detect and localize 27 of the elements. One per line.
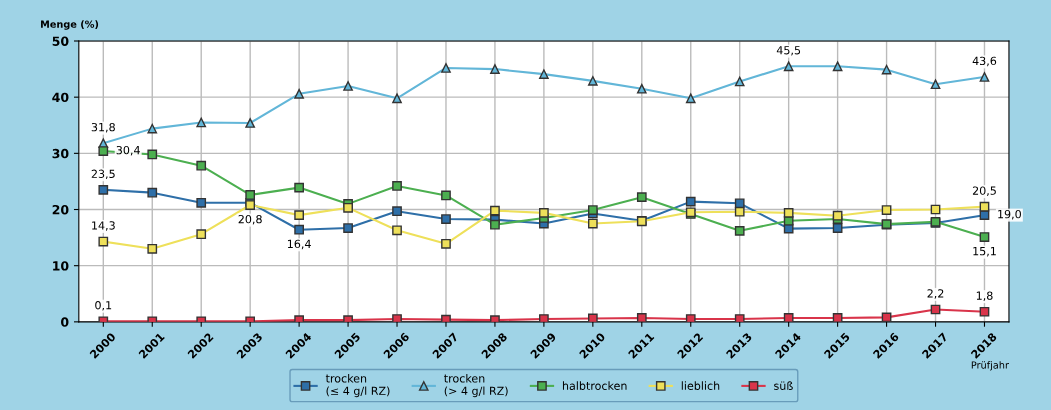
data-label: 0,1 <box>95 301 112 311</box>
legend-label: halbtrocken <box>562 381 627 390</box>
data-label: 45,5 <box>776 46 801 56</box>
y-tick-label: 40 <box>52 92 69 103</box>
legend-label: trocken (≤ 4 g/l RZ) <box>325 373 390 398</box>
legend-label: süß <box>774 381 793 390</box>
y-tick-label: 30 <box>52 148 69 159</box>
y-tick-label: 50 <box>52 36 69 46</box>
data-label: 2,2 <box>927 289 944 299</box>
data-label: 31,8 <box>91 122 115 133</box>
data-label: 19,0 <box>998 209 1021 220</box>
data-label: 1,8 <box>976 291 993 301</box>
data-label: 14,3 <box>92 221 115 231</box>
data-label: 16,4 <box>287 239 311 250</box>
data-label: 30,4 <box>116 145 140 156</box>
x-axis-title: Prüfjahr <box>971 361 1009 371</box>
data-label: 20,8 <box>238 214 262 225</box>
y-tick-label: 0 <box>61 317 69 327</box>
y-tick-label: 10 <box>53 261 69 271</box>
legend-label: lieblich <box>681 381 720 390</box>
data-label: 15,1 <box>973 247 996 257</box>
legend-label: trocken (> 4 g/l RZ) <box>444 373 508 398</box>
data-label: 20,5 <box>972 186 996 196</box>
y-tick-label: 20 <box>52 204 69 215</box>
data-label: 43,6 <box>972 56 997 67</box>
data-label: 23,5 <box>91 169 115 180</box>
y-axis-title: Menge (%) <box>41 20 99 30</box>
